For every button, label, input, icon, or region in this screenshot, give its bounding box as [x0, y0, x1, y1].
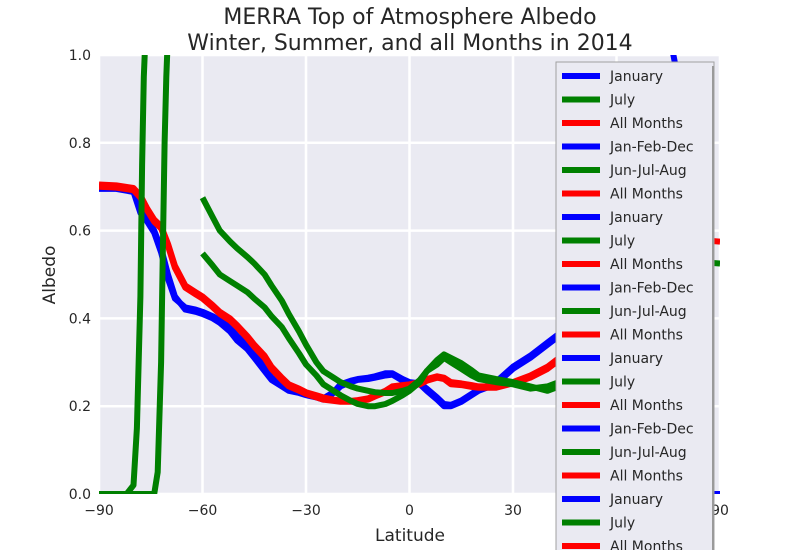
legend-entry-label: January — [609, 351, 663, 367]
x-tick-label: −90 — [84, 503, 114, 519]
legend-entry-label: All Months — [610, 398, 683, 414]
legend-entry-label: Jan-Feb-Dec — [609, 422, 694, 438]
series-line-5 — [200, 251, 620, 410]
chart-title-line-2: Winter, Summer, and all Months in 2014 — [187, 31, 632, 56]
legend-entry-label: Jan-Feb-Dec — [609, 281, 694, 297]
x-tick-label: −30 — [291, 503, 321, 519]
y-tick-label: 0.2 — [69, 399, 91, 415]
y-tick-label: 0.8 — [69, 136, 91, 152]
series-line-3 — [99, 183, 620, 405]
x-tick-label: 30 — [504, 503, 522, 519]
legend-entry-label: July — [609, 93, 635, 109]
legend-entry-label: July — [609, 516, 635, 532]
legend-entry-label: July — [609, 234, 635, 250]
y-tick-label: 0.4 — [69, 311, 91, 327]
series-line-6 — [99, 55, 148, 494]
legend-entry-label: All Months — [610, 539, 683, 550]
series-line-7 — [99, 55, 171, 494]
legend-entry-label: January — [609, 492, 663, 508]
x-tick-label: 90 — [711, 503, 729, 519]
chart-title-line-1: MERRA Top of Atmosphere Albedo — [223, 5, 596, 30]
y-tick-labels: 0.0 0.2 0.4 0.6 0.8 1.0 — [69, 48, 91, 503]
x-axis-label: Latitude — [375, 526, 445, 546]
y-axis-label: Albedo — [40, 246, 60, 305]
legend-entry-label: Jan-Feb-Dec — [609, 140, 694, 156]
legend-entry-label: Jun-Jul-Aug — [609, 445, 687, 461]
legend-entry-label: All Months — [610, 328, 683, 344]
legend-box — [555, 61, 715, 550]
legend-entry-label: All Months — [610, 257, 683, 273]
legend-entry-label: July — [609, 375, 635, 391]
x-tick-label: −60 — [188, 503, 218, 519]
legend-entry-label: January — [609, 69, 663, 85]
series-lines — [99, 55, 720, 494]
legend-entry-label: Jun-Jul-Aug — [609, 163, 687, 179]
x-tick-label: 0 — [405, 503, 414, 519]
y-tick-label: 0.6 — [69, 224, 91, 240]
legend-entry-label: Jun-Jul-Aug — [609, 304, 687, 320]
legend-entry-label: All Months — [610, 116, 683, 132]
legend-entry-label: All Months — [610, 469, 683, 485]
y-tick-label: 1.0 — [69, 48, 91, 64]
series-line-1 — [99, 185, 619, 408]
legend-entry-label: All Months — [610, 187, 683, 203]
legend-entry-label: January — [609, 210, 663, 226]
y-tick-label: 0.0 — [69, 487, 91, 503]
legend: January July All Months Jan-Feb-Dec Jun-Jul-… — [555, 61, 715, 550]
series-line-11 — [670, 55, 679, 65]
